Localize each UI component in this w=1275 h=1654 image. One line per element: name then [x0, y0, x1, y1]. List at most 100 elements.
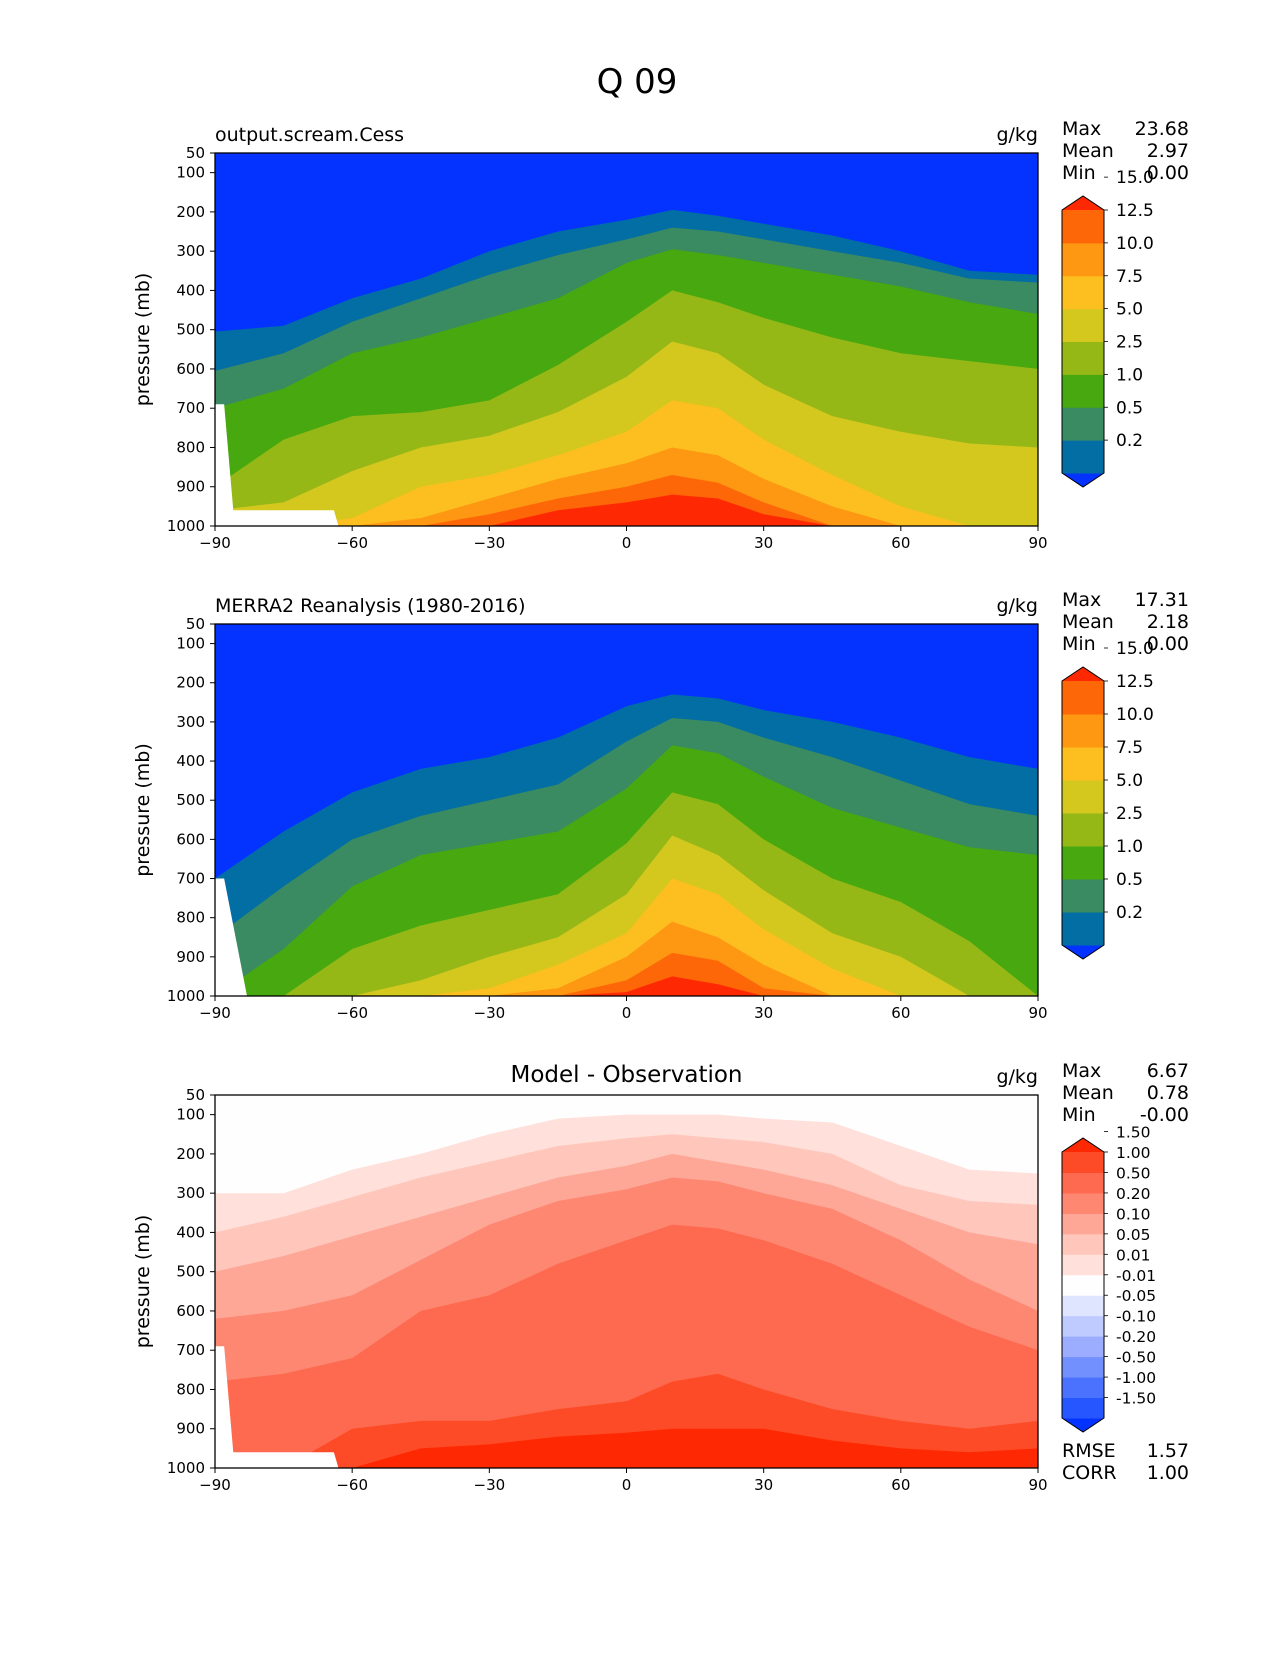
y-tick-label: 700 [176, 870, 205, 888]
colorbar-tick-label: 2.5 [1116, 333, 1143, 353]
contour-fill-5.0 [215, 835, 1038, 996]
units-label: g/kg [996, 595, 1038, 617]
colorbar-tick-label: 7.5 [1116, 738, 1143, 758]
stat-label-max: Max [1062, 1060, 1101, 1082]
x-tick-label: −30 [474, 534, 506, 552]
colorbar-tick-label: -0.10 [1116, 1308, 1156, 1326]
colorbar-tick-label: 15.0 [1116, 639, 1154, 659]
colorbar-swatch [1062, 1213, 1104, 1235]
panel-3: −90 −60 −30 0 30 60 90 50 100 200 300 400 500 600 700 8… [132, 1060, 1189, 1494]
colorbar-swatch [1062, 407, 1104, 441]
colorbar-swatch [1062, 813, 1104, 847]
stat-value-corr: 1.00 [1147, 1462, 1189, 1484]
colorbar-extend-max [1062, 196, 1104, 210]
colorbar-swatch [1062, 1336, 1104, 1358]
stat-label-mean: Mean [1062, 611, 1114, 633]
colorbar-extend-min [1062, 473, 1104, 487]
stat-value-min: 0.00 [1147, 162, 1189, 184]
colorbar-swatch [1062, 780, 1104, 814]
colorbar-outline [1061, 195, 1105, 488]
y-tick-label: 500 [176, 791, 205, 809]
x-tick-label: −60 [336, 1476, 368, 1494]
colorbar-swatch [1062, 1254, 1104, 1276]
colorbar-tick-label: 5.0 [1116, 771, 1143, 791]
y-tick-label: 300 [176, 242, 205, 260]
colorbar-tick-label: 0.2 [1116, 431, 1143, 451]
colorbar-tick-label: 0.05 [1116, 1226, 1151, 1244]
colorbar-swatch [1062, 714, 1104, 748]
x-tick-label: 60 [891, 534, 910, 552]
missing-data-mask [215, 404, 339, 526]
y-tick-label: 1000 [167, 1459, 205, 1477]
colorbar-swatch [1062, 912, 1104, 946]
colorbar-swatch [1062, 440, 1104, 474]
colorbar-extend-min [1062, 1418, 1104, 1432]
y-tick-label: 400 [176, 752, 205, 770]
colorbar-tick-label: 10.0 [1116, 234, 1154, 254]
stat-label-rmse: RMSE [1062, 1440, 1116, 1462]
y-tick-label: 100 [176, 1106, 205, 1124]
stat-value-max: 17.31 [1135, 589, 1189, 611]
colorbar-extend-max [1062, 667, 1104, 681]
colorbar-swatch [1062, 341, 1104, 375]
y-tick-label: 800 [176, 1380, 205, 1398]
y-tick-label: 100 [176, 164, 205, 182]
x-tick-label: 0 [622, 534, 632, 552]
colorbar-swatch [1062, 681, 1104, 715]
colorbar-tick-label: 1.0 [1116, 365, 1143, 385]
y-tick-label: 600 [176, 360, 205, 378]
y-tick-label: 200 [176, 203, 205, 221]
stat-label-mean: Mean [1062, 140, 1114, 162]
y-axis-label: pressure (mb) [132, 1215, 154, 1349]
x-tick-label: 90 [1028, 534, 1047, 552]
contour-fill-15.0 [215, 494, 1038, 526]
colorbar-tick-label: 7.5 [1116, 267, 1143, 287]
y-tick-label: 900 [176, 948, 205, 966]
x-tick-label: −60 [336, 1004, 368, 1022]
colorbar-outline [1061, 1137, 1105, 1433]
colorbar-swatch [1062, 1397, 1104, 1419]
contour-fills [215, 153, 1038, 526]
y-axis-label: pressure (mb) [132, 743, 154, 877]
colorbar-extend-min [1062, 945, 1104, 959]
x-tick-label: −60 [336, 534, 368, 552]
colorbar-extend-max [1062, 1138, 1104, 1152]
x-tick-label: 0 [622, 1476, 632, 1494]
contour-fill-7.5 [215, 878, 1038, 996]
colorbar-tick-label: 0.01 [1116, 1246, 1151, 1264]
units-label: g/kg [996, 1066, 1038, 1088]
stat-value-min: 0.00 [1147, 633, 1189, 655]
y-tick-label: 700 [176, 1341, 205, 1359]
colorbar-tick-label: 0.5 [1116, 870, 1143, 890]
colorbar-swatch [1062, 1192, 1104, 1214]
colorbar-tick-label: -0.01 [1116, 1267, 1156, 1285]
y-tick-label: 900 [176, 1420, 205, 1438]
y-tick-label: 500 [176, 321, 205, 339]
colorbar-tick-label: 1.0 [1116, 837, 1143, 857]
contour-fill-12.5 [215, 475, 1038, 526]
colorbar-tick-label: 1.00 [1116, 1144, 1151, 1162]
x-tick-label: 60 [891, 1004, 910, 1022]
y-tick-label: 50 [186, 1086, 205, 1104]
y-tick-label: 600 [176, 830, 205, 848]
colorbar-swatch [1062, 879, 1104, 913]
contour-fill-10.0 [215, 921, 1038, 996]
y-tick-label: 500 [176, 1263, 205, 1281]
contour-fills [215, 624, 1038, 996]
colorbar-tick-label: 12.5 [1116, 672, 1154, 692]
stat-label-max: Max [1062, 589, 1101, 611]
colorbar-outline [1061, 666, 1105, 960]
missing-data-mask [215, 1346, 339, 1468]
colorbar-swatch [1062, 242, 1104, 277]
x-tick-label: 90 [1028, 1004, 1047, 1022]
colorbar-tick-label: 12.5 [1116, 201, 1154, 221]
colorbar-tick-label: -1.00 [1116, 1369, 1156, 1387]
stat-label-mean: Mean [1062, 1082, 1114, 1104]
y-tick-label: 50 [186, 615, 205, 633]
y-tick-label: 300 [176, 1184, 205, 1202]
colorbar-swatch [1062, 374, 1104, 408]
colorbar-swatch [1062, 210, 1104, 244]
colorbar: 0.2 0.5 1.0 2.5 5.0 7.5 10.0 12.5 15.0 [1061, 639, 1154, 960]
